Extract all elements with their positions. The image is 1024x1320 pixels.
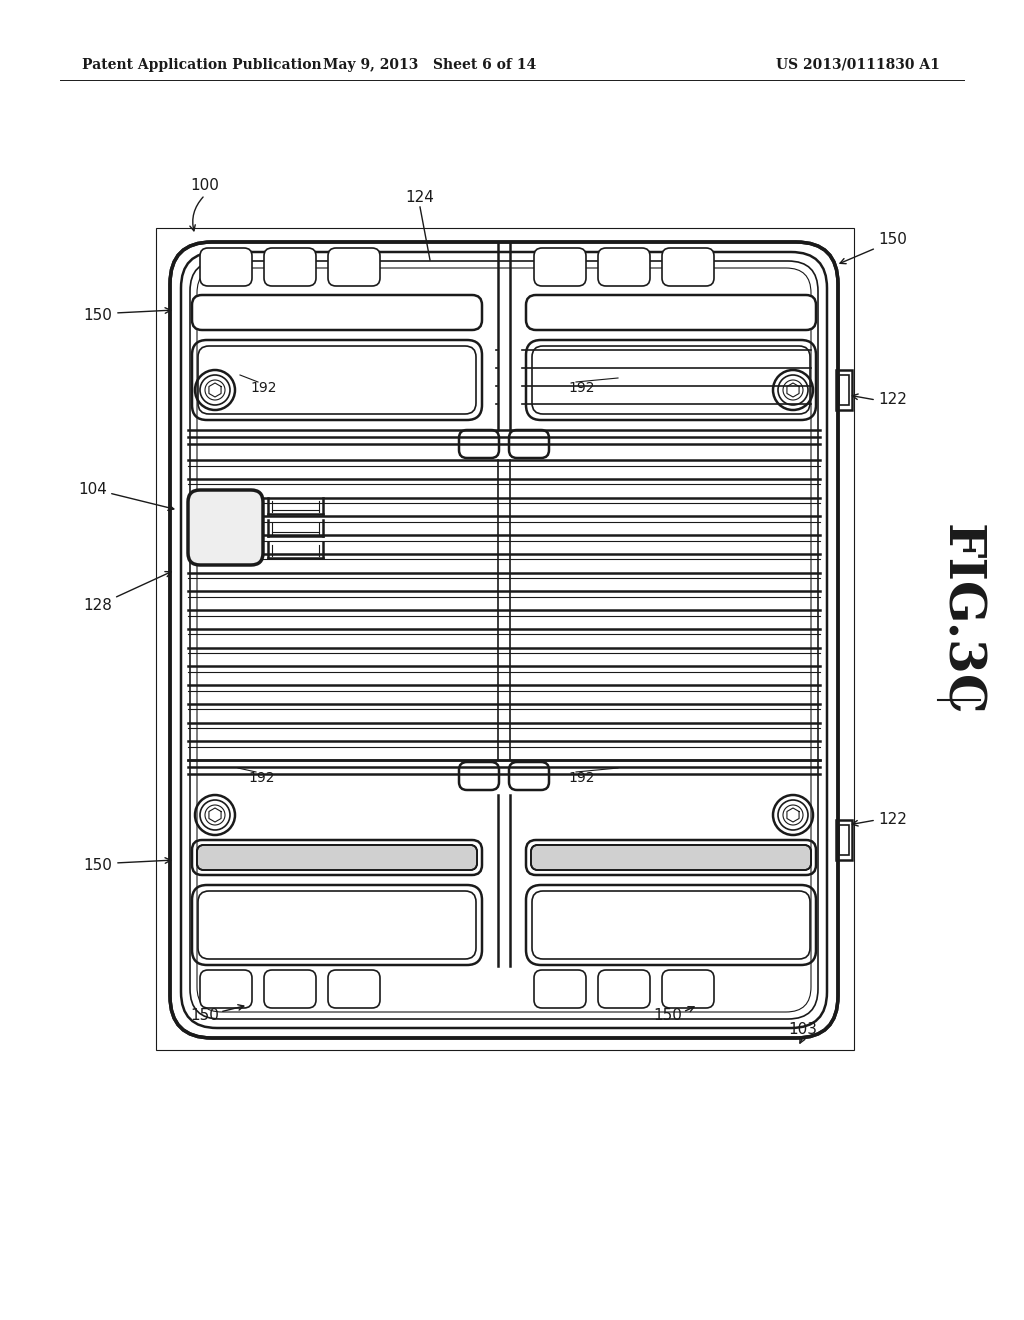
Text: 128: 128 xyxy=(83,598,112,612)
FancyBboxPatch shape xyxy=(188,490,263,565)
Text: May 9, 2013   Sheet 6 of 14: May 9, 2013 Sheet 6 of 14 xyxy=(324,58,537,73)
Text: 192: 192 xyxy=(568,771,595,785)
FancyBboxPatch shape xyxy=(526,294,816,330)
FancyBboxPatch shape xyxy=(598,248,650,286)
FancyBboxPatch shape xyxy=(197,300,477,325)
FancyBboxPatch shape xyxy=(328,970,380,1008)
FancyBboxPatch shape xyxy=(328,248,380,286)
FancyBboxPatch shape xyxy=(197,845,477,870)
FancyBboxPatch shape xyxy=(264,970,316,1008)
FancyBboxPatch shape xyxy=(531,845,811,870)
Bar xyxy=(836,370,852,411)
Text: FIG.3C: FIG.3C xyxy=(936,524,984,715)
Text: 150: 150 xyxy=(190,1007,219,1023)
FancyBboxPatch shape xyxy=(193,294,482,330)
Text: 122: 122 xyxy=(878,392,907,408)
Text: US 2013/0111830 A1: US 2013/0111830 A1 xyxy=(776,58,940,73)
Text: Patent Application Publication: Patent Application Publication xyxy=(82,58,322,73)
FancyBboxPatch shape xyxy=(200,970,252,1008)
Text: 124: 124 xyxy=(406,190,434,205)
FancyBboxPatch shape xyxy=(531,300,811,325)
FancyBboxPatch shape xyxy=(200,248,252,286)
FancyBboxPatch shape xyxy=(598,970,650,1008)
Bar xyxy=(839,375,849,405)
Text: 192: 192 xyxy=(568,381,595,395)
FancyBboxPatch shape xyxy=(534,970,586,1008)
Text: 100: 100 xyxy=(190,177,219,193)
Text: 104: 104 xyxy=(78,483,106,498)
Bar xyxy=(839,825,849,855)
Text: 150: 150 xyxy=(83,308,112,322)
Text: 150: 150 xyxy=(878,232,907,248)
Text: 192: 192 xyxy=(248,771,274,785)
FancyBboxPatch shape xyxy=(264,248,316,286)
Bar xyxy=(156,228,854,1049)
FancyBboxPatch shape xyxy=(662,248,714,286)
Text: 150: 150 xyxy=(653,1007,682,1023)
Text: 150: 150 xyxy=(83,858,112,873)
FancyBboxPatch shape xyxy=(662,970,714,1008)
Text: 103: 103 xyxy=(788,1023,817,1038)
Bar xyxy=(836,820,852,861)
Text: 192: 192 xyxy=(250,381,276,395)
Text: 122: 122 xyxy=(878,813,907,828)
FancyBboxPatch shape xyxy=(534,248,586,286)
FancyBboxPatch shape xyxy=(170,242,838,1038)
